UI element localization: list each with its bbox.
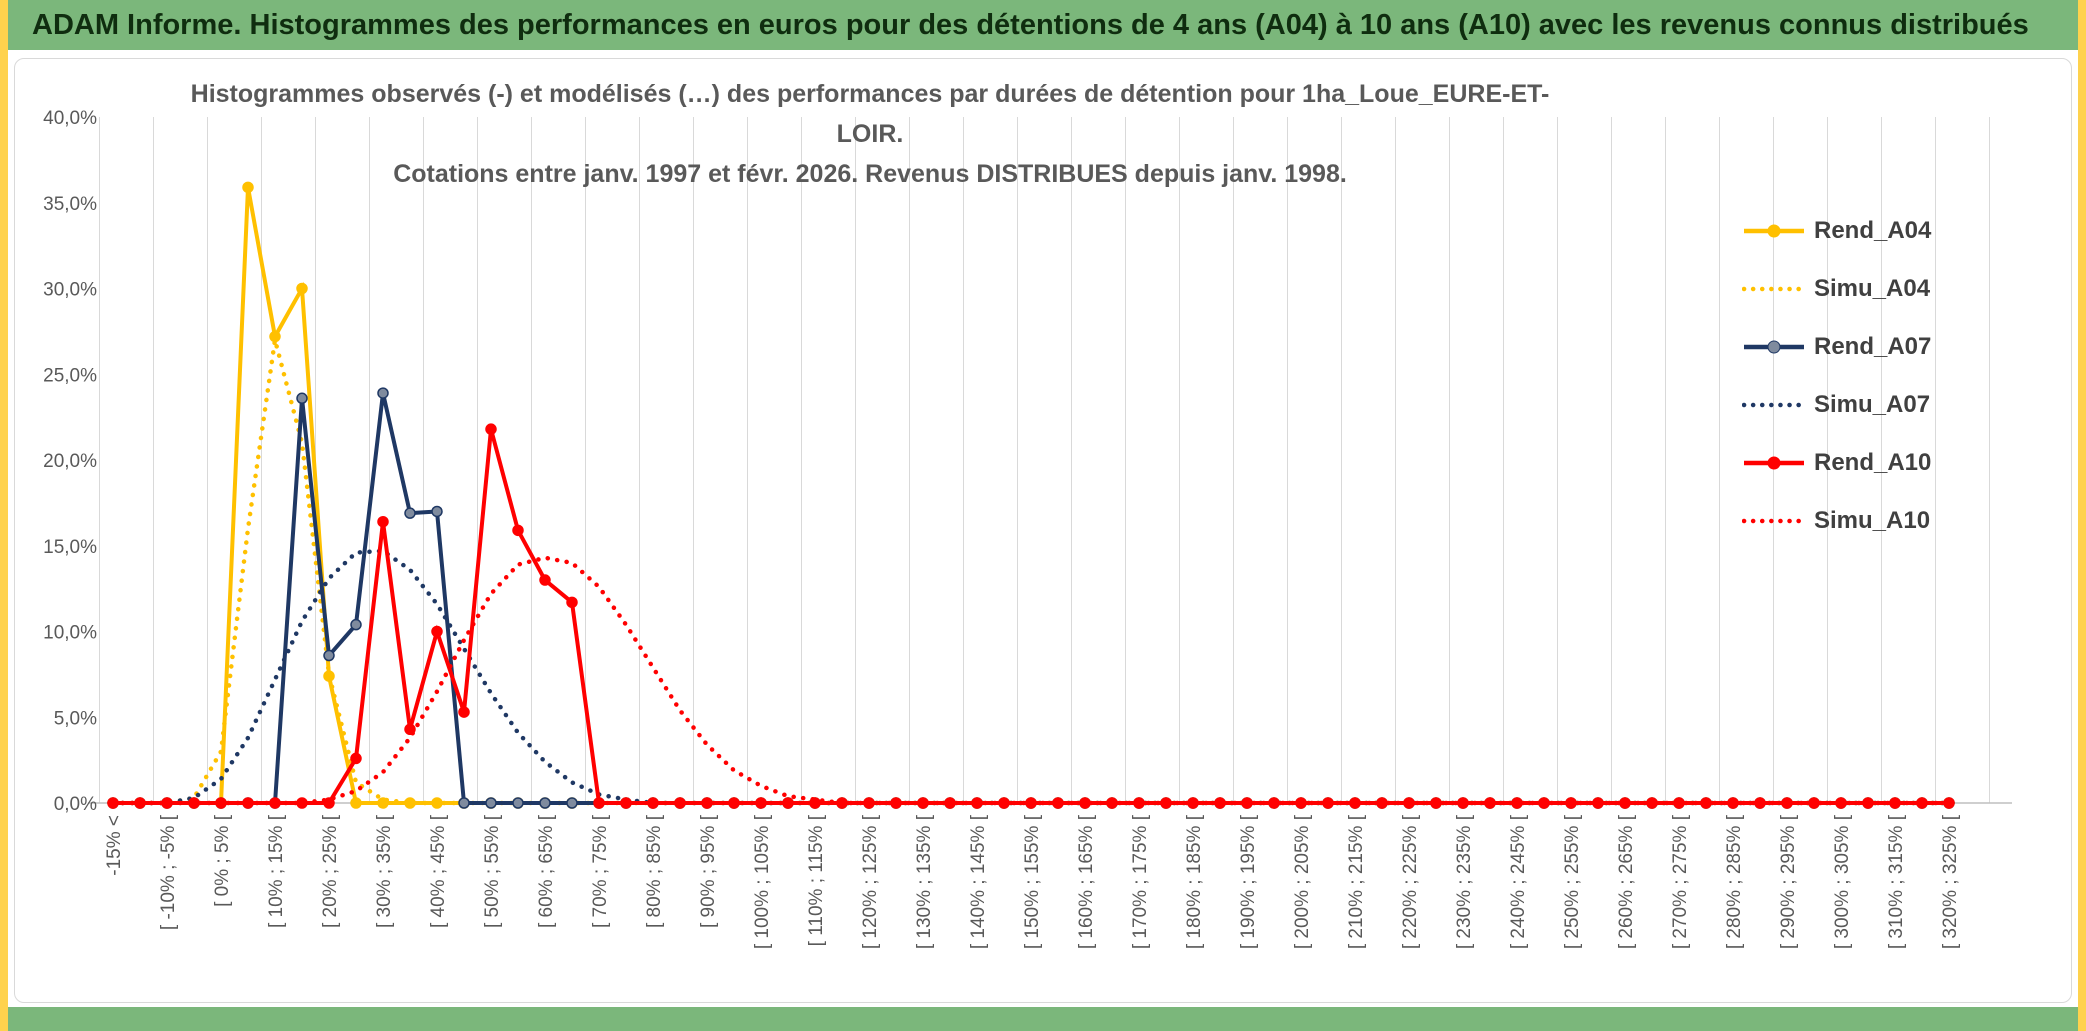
svg-text:20,0%: 20,0% — [43, 451, 97, 472]
svg-text:[ 160% ; 165% [: [ 160% ; 165% [ — [1076, 814, 1097, 949]
svg-text:[ 170% ; 175% [: [ 170% ; 175% [ — [1130, 814, 1151, 949]
left-border — [0, 0, 8, 1031]
legend-item-rend-a07: Rend_A07 — [1742, 330, 1931, 363]
svg-text:[ 320% ; 325% [: [ 320% ; 325% [ — [1940, 814, 1961, 949]
chart-title: Histogrammes observés (-) et modélisés (… — [170, 74, 1570, 194]
legend-item-rend-a10: Rend_A10 — [1742, 446, 1931, 479]
right-border — [2078, 0, 2086, 1031]
svg-text:[ 260% ; 265% [: [ 260% ; 265% [ — [1616, 814, 1637, 949]
legend-line-sample-icon — [1742, 337, 1806, 357]
legend-line-sample-icon — [1741, 279, 1807, 299]
svg-text:[ 200% ; 205% [: [ 200% ; 205% [ — [1292, 814, 1313, 949]
svg-text:[ 130% ; 135% [: [ 130% ; 135% [ — [914, 814, 935, 949]
legend-label: Rend_A04 — [1814, 216, 1932, 244]
svg-text:[ 250% ; 255% [: [ 250% ; 255% [ — [1562, 814, 1583, 949]
chart-frame — [14, 58, 2072, 1003]
svg-text:-15% <: -15% < — [104, 815, 125, 876]
svg-text:[ 220% ; 225% [: [ 220% ; 225% [ — [1400, 814, 1421, 949]
svg-text:15,0%: 15,0% — [43, 537, 97, 558]
legend-label: Simu_A07 — [1814, 390, 1931, 418]
legend-label: Simu_A10 — [1814, 506, 1931, 534]
svg-text:[ 50% ; 55% [: [ 50% ; 55% [ — [482, 814, 503, 928]
svg-text:[ 110% ; 115% [: [ 110% ; 115% [ — [806, 814, 827, 946]
chart-title-line1: Histogrammes observés (-) et modélisés (… — [190, 80, 1550, 148]
legend-item-rend-a04: Rend_A04 — [1742, 214, 1931, 247]
legend-item-simu-a10: Simu_A10 — [1741, 504, 1931, 537]
svg-text:[ 30% ; 35% [: [ 30% ; 35% [ — [374, 814, 395, 928]
svg-text:[ 210% ; 215% [: [ 210% ; 215% [ — [1346, 814, 1367, 949]
svg-text:[ -10% ; -5% [: [ -10% ; -5% [ — [158, 814, 179, 930]
legend: Rend_A04 Simu_A04 Rend_A07 Simu_A07 Rend… — [1741, 214, 1931, 537]
legend-label: Rend_A10 — [1814, 448, 1932, 476]
legend-label: Simu_A04 — [1814, 274, 1931, 302]
svg-text:[ 150% ; 155% [: [ 150% ; 155% [ — [1022, 814, 1043, 949]
header-title: ADAM Informe. Histogrammes des performan… — [32, 8, 2029, 41]
svg-text:[ 230% ; 235% [: [ 230% ; 235% [ — [1454, 814, 1475, 949]
svg-text:[ 100% ; 105% [: [ 100% ; 105% [ — [752, 814, 773, 949]
svg-text:[ 90% ; 95% [: [ 90% ; 95% [ — [698, 814, 719, 928]
svg-text:[ 270% ; 275% [: [ 270% ; 275% [ — [1670, 814, 1691, 949]
svg-text:[ 0% ; 5% [: [ 0% ; 5% [ — [212, 814, 233, 907]
legend-line-sample-icon — [1741, 511, 1807, 531]
legend-label: Rend_A07 — [1814, 332, 1932, 360]
svg-text:10,0%: 10,0% — [43, 623, 97, 644]
svg-text:40,0%: 40,0% — [43, 108, 97, 129]
svg-text:[ 290% ; 295% [: [ 290% ; 295% [ — [1778, 814, 1799, 949]
svg-text:[ 40% ; 45% [: [ 40% ; 45% [ — [428, 814, 449, 928]
svg-text:0,0%: 0,0% — [54, 794, 97, 815]
svg-text:25,0%: 25,0% — [43, 365, 97, 386]
legend-line-sample-icon — [1741, 395, 1807, 415]
svg-text:[ 60% ; 65% [: [ 60% ; 65% [ — [536, 814, 557, 928]
bottom-bar — [8, 1007, 2078, 1031]
svg-text:[ 20% ; 25% [: [ 20% ; 25% [ — [320, 814, 341, 928]
svg-text:30,0%: 30,0% — [43, 280, 97, 301]
chart-title-line2: Cotations entre janv. 1997 et févr. 2026… — [393, 160, 1347, 188]
svg-text:[ 140% ; 145% [: [ 140% ; 145% [ — [968, 814, 989, 949]
svg-text:[ 240% ; 245% [: [ 240% ; 245% [ — [1508, 814, 1529, 949]
legend-line-sample-icon — [1742, 221, 1806, 241]
header-bar: ADAM Informe. Histogrammes des performan… — [8, 0, 2078, 50]
svg-text:[ 80% ; 85% [: [ 80% ; 85% [ — [644, 814, 665, 928]
svg-text:[ 310% ; 315% [: [ 310% ; 315% [ — [1886, 814, 1907, 949]
svg-text:5,0%: 5,0% — [54, 708, 97, 729]
svg-text:[ 190% ; 195% [: [ 190% ; 195% [ — [1238, 814, 1259, 949]
legend-item-simu-a07: Simu_A07 — [1741, 388, 1931, 421]
legend-item-simu-a04: Simu_A04 — [1741, 272, 1931, 305]
svg-text:[ 300% ; 305% [: [ 300% ; 305% [ — [1832, 814, 1853, 949]
svg-text:[ 120% ; 125% [: [ 120% ; 125% [ — [860, 814, 881, 949]
svg-text:[ 280% ; 285% [: [ 280% ; 285% [ — [1724, 814, 1745, 949]
svg-text:[ 10% ; 15% [: [ 10% ; 15% [ — [266, 814, 287, 928]
legend-line-sample-icon — [1742, 453, 1806, 473]
svg-text:[ 70% ; 75% [: [ 70% ; 75% [ — [590, 814, 611, 928]
svg-text:35,0%: 35,0% — [43, 194, 97, 215]
svg-text:[ 180% ; 185% [: [ 180% ; 185% [ — [1184, 814, 1205, 949]
